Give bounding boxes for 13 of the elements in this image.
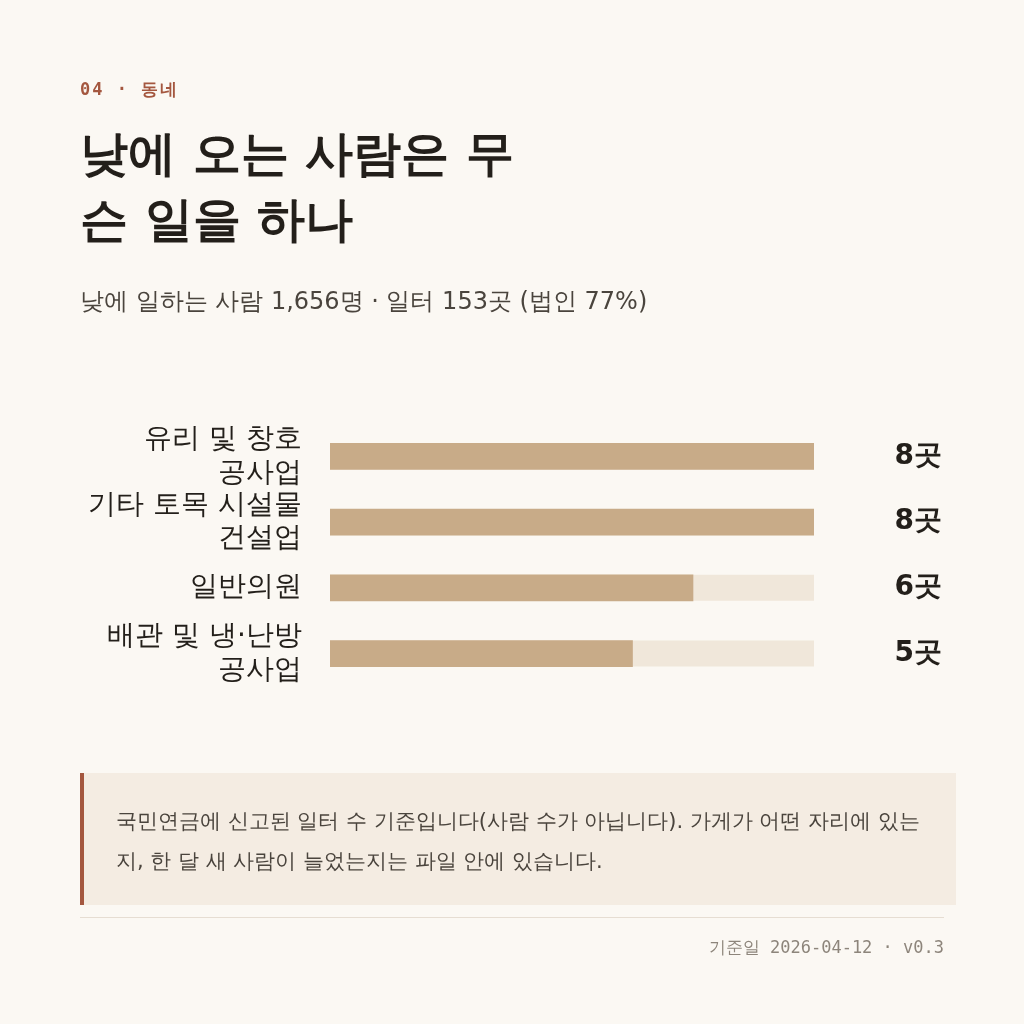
text: 국민연금에 신고된 일터 수 기준입니다(사람 수가 아닙니다). 가게가 어떤 자리에 있는지, 한 달 새 사람이 늘었는지는 파일 안에 있습니다. [80, 773, 956, 905]
text: 04 · 동네 [80, 78, 180, 101]
y-tick-label: 기타 토목 시설물 건설업 [88, 486, 302, 554]
y-tick-label: 배관 및 냉·난방 공사업 [107, 618, 302, 685]
y-tick-label: 일반의원 [190, 569, 302, 603]
chart-subtitle: 낮에 일하는 사람 1,656명 · 일터 153곳 (법인 77%) [80, 286, 648, 317]
chart-title: 낮에 오는 사람은 무슨 일을 하나 [80, 124, 516, 249]
data-label: 8곳 [894, 437, 942, 471]
y-tick-label: 유리 및 창호 공사업 [144, 420, 302, 488]
data-label: 6곳 [894, 569, 942, 603]
data-label: 8곳 [894, 503, 942, 537]
data-label: 5곳 [894, 634, 942, 668]
text: 기준일 2026-04-12 · v0.3 [708, 936, 944, 959]
